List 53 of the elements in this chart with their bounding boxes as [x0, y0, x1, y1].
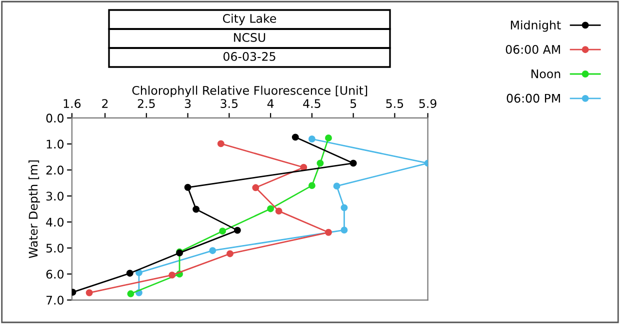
chart-title: City Lake	[222, 14, 276, 26]
point	[267, 205, 274, 212]
point	[209, 247, 216, 254]
x-tick-label: 4.5	[303, 99, 320, 108]
y-axis-title: Water Depth [m]	[28, 160, 40, 258]
x-tick-label: 4	[267, 99, 274, 108]
point	[219, 228, 226, 235]
x-tick-label: 5.9	[419, 99, 436, 108]
point	[126, 270, 134, 277]
y-tick-label: 5.0	[46, 244, 64, 253]
legend-label: 06:00 PM	[506, 94, 560, 103]
point	[300, 164, 308, 171]
point	[86, 289, 93, 296]
point	[333, 182, 340, 190]
point	[127, 290, 134, 298]
x-tick-label: 2.5	[138, 99, 155, 108]
x-tick-label: 5	[350, 99, 356, 108]
point	[226, 250, 234, 258]
y-tick-label: 7.0	[46, 296, 64, 305]
point	[340, 204, 348, 212]
chart-subtitle: NCSU	[234, 32, 266, 42]
x-tick-label: 5.5	[386, 99, 404, 108]
point	[135, 269, 142, 276]
point	[308, 136, 316, 142]
x-tick-label: 3.5	[220, 99, 238, 108]
x-axis-title: Chlorophyll Relative Fluorescence [Unit]	[132, 86, 368, 98]
legend-label: Noon	[532, 70, 560, 78]
point	[325, 228, 332, 236]
y-tick-label: 3.0	[46, 192, 64, 201]
x-tick-label: 3	[184, 99, 191, 108]
point	[168, 272, 176, 279]
point	[234, 226, 241, 234]
point	[184, 184, 192, 191]
x-tick-label: 2	[102, 99, 108, 108]
point	[308, 182, 316, 190]
y-tick-label: 0.0	[46, 114, 64, 123]
legend-label: Midnight	[510, 20, 561, 32]
x-tick-label: 1.6	[64, 99, 81, 108]
y-tick-label: 4.0	[46, 218, 64, 227]
point	[316, 160, 324, 167]
point	[350, 160, 357, 167]
text: 06-03-25	[223, 52, 276, 61]
point	[192, 206, 200, 213]
point	[275, 208, 282, 215]
y-tick-label: 6.0	[46, 270, 64, 279]
point	[252, 184, 260, 192]
point	[217, 140, 224, 148]
point	[325, 134, 332, 142]
y-tick-label: 1.0	[46, 140, 64, 149]
y-tick-label: 2.0	[46, 166, 64, 175]
legend-label: 06:00 AM	[506, 44, 560, 54]
point	[292, 134, 299, 141]
point	[340, 226, 348, 234]
